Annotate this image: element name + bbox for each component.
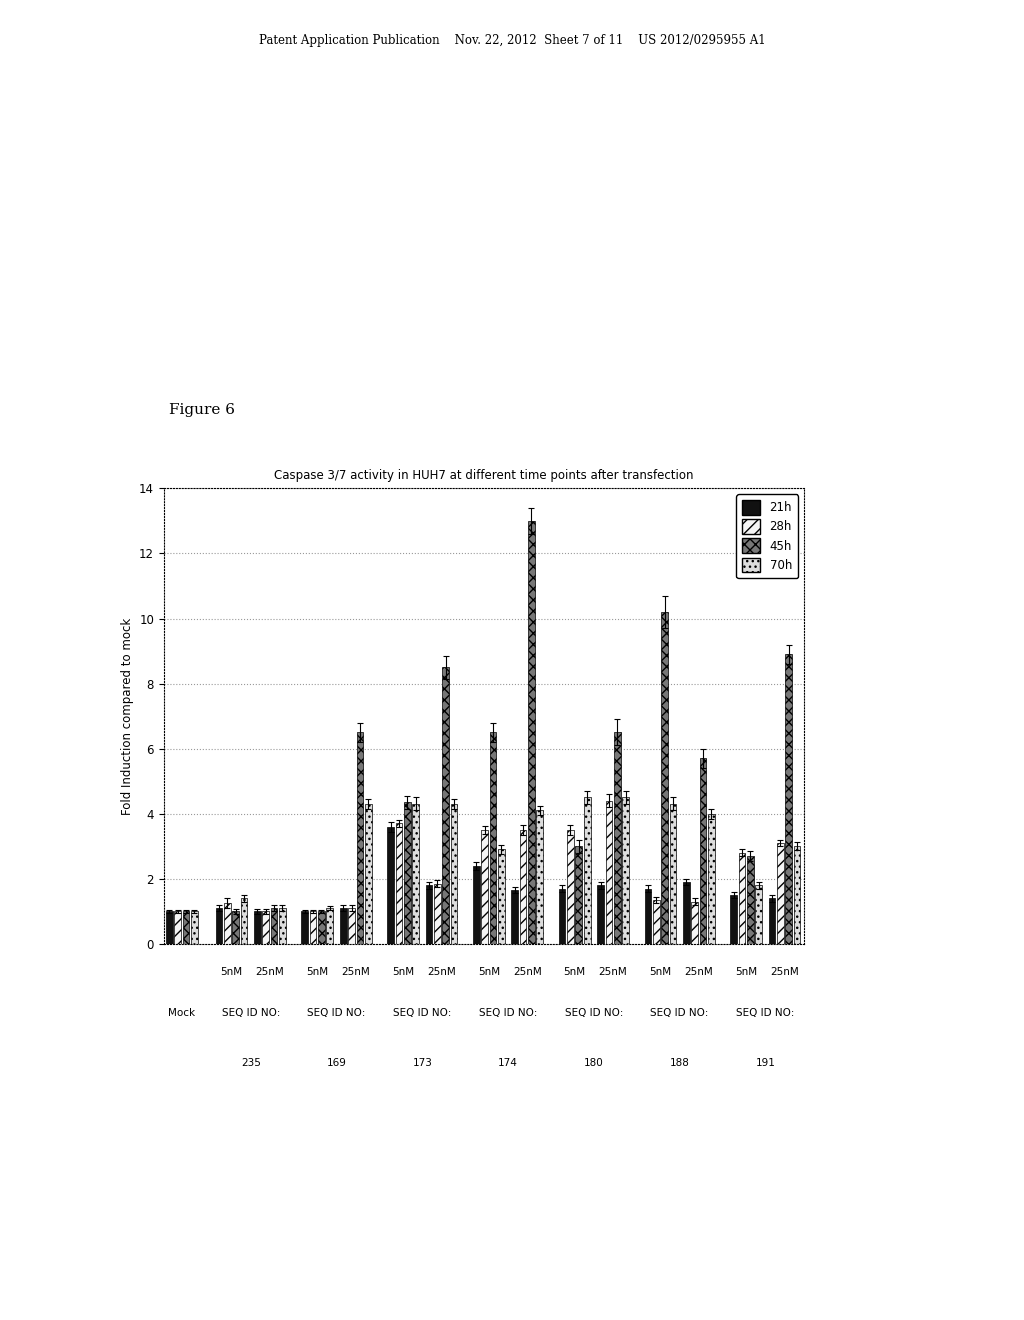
Bar <box>769 899 775 944</box>
Bar <box>794 846 801 944</box>
Bar <box>241 899 248 944</box>
Bar <box>426 886 432 944</box>
Bar <box>597 886 604 944</box>
Text: SEQ ID NO:: SEQ ID NO: <box>221 1007 280 1018</box>
Bar <box>356 733 364 944</box>
Bar <box>748 855 754 944</box>
Text: SEQ ID NO:: SEQ ID NO: <box>307 1007 366 1018</box>
Y-axis label: Fold Induction compared to mock: Fold Induction compared to mock <box>121 618 133 814</box>
Text: SEQ ID NO:: SEQ ID NO: <box>479 1007 538 1018</box>
Bar <box>174 911 181 944</box>
Bar <box>511 890 518 944</box>
Text: 25nM: 25nM <box>341 966 370 977</box>
Bar <box>567 830 573 944</box>
Bar <box>584 797 591 944</box>
Bar <box>191 911 198 944</box>
Bar <box>623 797 629 944</box>
Bar <box>182 911 189 944</box>
Bar <box>327 908 333 944</box>
Bar <box>699 759 707 944</box>
Bar <box>310 911 316 944</box>
Text: 25nM: 25nM <box>684 966 714 977</box>
Bar <box>653 900 659 944</box>
Bar <box>280 908 286 944</box>
Bar <box>216 908 222 944</box>
Bar <box>473 866 479 944</box>
Bar <box>262 911 269 944</box>
Bar <box>224 903 230 944</box>
Text: 235: 235 <box>241 1057 261 1068</box>
Bar <box>614 733 621 944</box>
Text: SEQ ID NO:: SEQ ID NO: <box>564 1007 623 1018</box>
Bar <box>365 804 372 944</box>
Text: 173: 173 <box>413 1057 432 1068</box>
Title: Caspase 3/7 activity in HUH7 at different time points after transfection: Caspase 3/7 activity in HUH7 at differen… <box>274 469 693 482</box>
Text: 25nM: 25nM <box>427 966 456 977</box>
Bar <box>575 846 583 944</box>
Bar <box>270 908 278 944</box>
Bar <box>481 830 488 944</box>
Bar <box>670 804 676 944</box>
Text: 5nM: 5nM <box>478 966 500 977</box>
Bar <box>520 830 526 944</box>
Text: Figure 6: Figure 6 <box>169 403 234 417</box>
Bar <box>403 803 411 944</box>
Text: 191: 191 <box>756 1057 775 1068</box>
Bar <box>451 804 458 944</box>
Bar <box>777 843 783 944</box>
Bar <box>387 826 394 944</box>
Bar <box>730 895 737 944</box>
Bar <box>738 853 745 944</box>
Bar <box>683 882 689 944</box>
Text: 25nM: 25nM <box>599 966 628 977</box>
Bar <box>537 810 543 944</box>
Text: 5nM: 5nM <box>220 966 243 977</box>
Text: 5nM: 5nM <box>649 966 672 977</box>
Bar <box>434 883 440 944</box>
Bar <box>644 888 651 944</box>
Bar <box>528 521 535 944</box>
Bar <box>708 813 715 944</box>
Text: SEQ ID NO:: SEQ ID NO: <box>393 1007 452 1018</box>
Text: SEQ ID NO:: SEQ ID NO: <box>650 1007 709 1018</box>
Bar <box>395 824 402 944</box>
Bar <box>498 850 505 944</box>
Bar <box>662 612 668 944</box>
Bar <box>605 801 612 944</box>
Text: Patent Application Publication    Nov. 22, 2012  Sheet 7 of 11    US 2012/029595: Patent Application Publication Nov. 22, … <box>259 34 765 48</box>
Bar <box>489 733 497 944</box>
Text: 25nM: 25nM <box>256 966 285 977</box>
Bar <box>559 888 565 944</box>
Text: 5nM: 5nM <box>392 966 414 977</box>
Bar <box>756 886 762 944</box>
Text: 5nM: 5nM <box>563 966 586 977</box>
Text: 180: 180 <box>584 1057 604 1068</box>
Bar <box>318 911 325 944</box>
Bar <box>254 911 261 944</box>
Text: 169: 169 <box>327 1057 346 1068</box>
Bar <box>340 908 346 944</box>
Bar <box>785 655 793 944</box>
Text: 188: 188 <box>670 1057 689 1068</box>
Bar <box>691 902 698 944</box>
Bar <box>413 804 419 944</box>
Bar <box>442 668 450 944</box>
Text: SEQ ID NO:: SEQ ID NO: <box>736 1007 795 1018</box>
Text: Mock: Mock <box>168 1007 196 1018</box>
Text: 5nM: 5nM <box>306 966 329 977</box>
Bar <box>301 911 308 944</box>
Text: 25nM: 25nM <box>513 966 542 977</box>
Bar <box>166 911 173 944</box>
Text: 174: 174 <box>498 1057 518 1068</box>
Bar <box>348 908 355 944</box>
Text: 5nM: 5nM <box>735 966 758 977</box>
Text: 25nM: 25nM <box>770 966 799 977</box>
Legend: 21h, 28h, 45h, 70h: 21h, 28h, 45h, 70h <box>736 494 798 578</box>
Bar <box>232 911 239 944</box>
